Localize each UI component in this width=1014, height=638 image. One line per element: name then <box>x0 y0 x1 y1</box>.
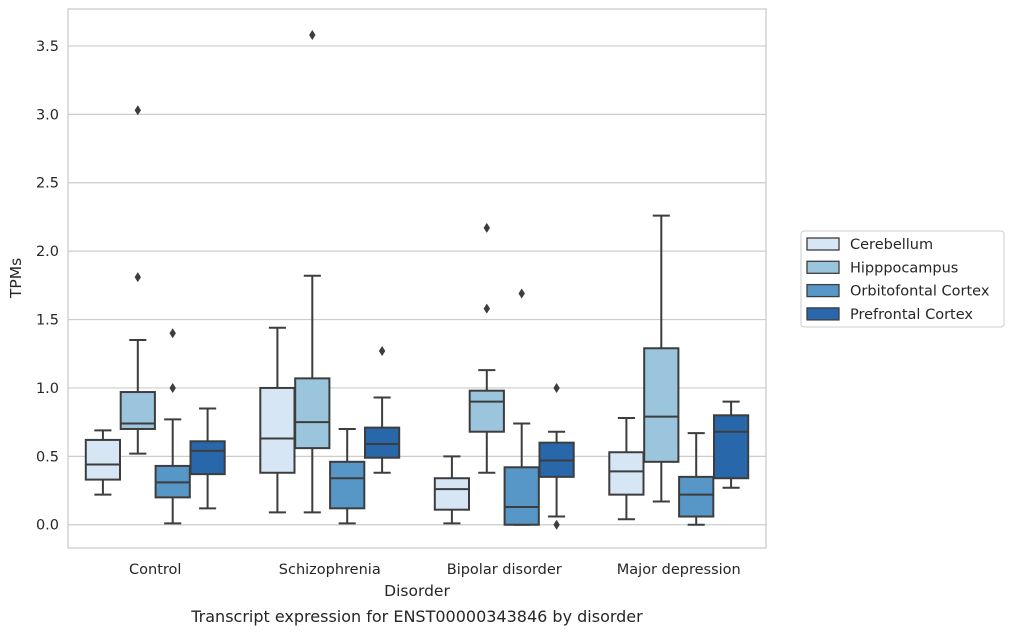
legend-label: Hipppocampus <box>850 260 958 276</box>
outlier-point <box>169 328 176 339</box>
box-cerebellum <box>84 429 122 496</box>
box-hipppocampus <box>119 105 156 455</box>
box-body <box>643 347 680 463</box>
box-orbitofontal-cortex <box>678 432 715 526</box>
box-cerebellum <box>608 417 645 521</box>
outlier-point <box>169 382 176 393</box>
box-prefrontal-cortex <box>189 407 226 510</box>
figure-caption: Transcript expression for ENST0000034384… <box>190 607 643 626</box>
grid-lines <box>68 45 766 526</box>
legend-frame <box>800 230 1005 328</box>
legend-label: Prefrontal Cortex <box>850 307 973 323</box>
box-hipppocampus <box>643 214 680 503</box>
box-prefrontal-cortex <box>538 382 575 530</box>
y-tick-label: 1.5 <box>36 313 59 329</box>
legend-swatch <box>806 260 840 274</box>
box-cerebellum <box>259 326 296 514</box>
box-body <box>259 386 296 474</box>
box-body <box>468 389 505 433</box>
y-tick-label: 0.0 <box>36 518 59 534</box>
box-body <box>84 438 122 481</box>
x-tick-labels: Control Schizophrenia Bipolar disorder Majo… <box>129 562 741 578</box>
box-body <box>189 440 226 476</box>
legend-swatch <box>806 307 840 321</box>
y-tick-label: 1.0 <box>36 381 59 397</box>
y-tick-label: 0.5 <box>36 449 59 465</box>
box-orbitofontal-cortex <box>329 427 366 525</box>
legend: Cerebellum Hipppocampus Orbitofontal Corte… <box>800 230 1005 328</box>
box-cerebellum <box>433 455 471 525</box>
y-tick-label: 3.0 <box>36 107 59 123</box>
box-prefrontal-cortex <box>363 346 401 474</box>
x-tick-label: Control <box>129 562 181 578</box>
legend-label: Orbitofontal Cortex <box>850 284 990 300</box>
box-body <box>363 426 401 459</box>
y-tick-label: 2.5 <box>36 176 59 192</box>
outlier-point <box>553 519 560 530</box>
box-hipppocampus <box>294 29 331 514</box>
x-tick-label: Bipolar disorder <box>447 562 562 578</box>
y-axis-title: TPMs <box>7 258 25 299</box>
x-axis-title: Disorder <box>384 582 450 600</box>
y-tick-label: 2.0 <box>36 244 59 260</box>
outlier-point <box>309 29 316 40</box>
legend-swatch <box>806 283 840 298</box>
box-body <box>503 466 540 526</box>
outlier-point <box>483 222 490 233</box>
box-prefrontal-cortex <box>712 400 750 489</box>
box-body <box>712 414 750 480</box>
outlier-point <box>378 346 386 357</box>
y-tick-labels: 0.0 0.5 1.0 1.5 2.0 2.5 3.0 3.5 <box>36 39 59 534</box>
legend-label: Cerebellum <box>850 237 933 253</box>
outlier-point <box>553 382 560 393</box>
box-body <box>294 377 331 450</box>
outlier-point <box>134 272 141 283</box>
y-tick-label: 3.5 <box>36 39 59 55</box>
box-orbitofontal-cortex <box>503 288 540 526</box>
outlier-point <box>134 105 141 116</box>
outlier-point <box>483 303 490 314</box>
x-tick-label: Schizophrenia <box>279 562 381 578</box>
box-body <box>433 477 471 511</box>
outlier-point <box>518 288 525 299</box>
x-tick-label: Major depression <box>617 562 741 578</box>
legend-swatch <box>806 237 840 251</box>
box-orbitofontal-cortex <box>154 328 191 525</box>
box-body <box>678 475 715 518</box>
box-hipppocampus <box>468 222 505 474</box>
box-body <box>329 460 366 510</box>
boxes <box>84 29 750 530</box>
plot-frame <box>67 8 767 549</box>
box-body <box>608 451 645 496</box>
